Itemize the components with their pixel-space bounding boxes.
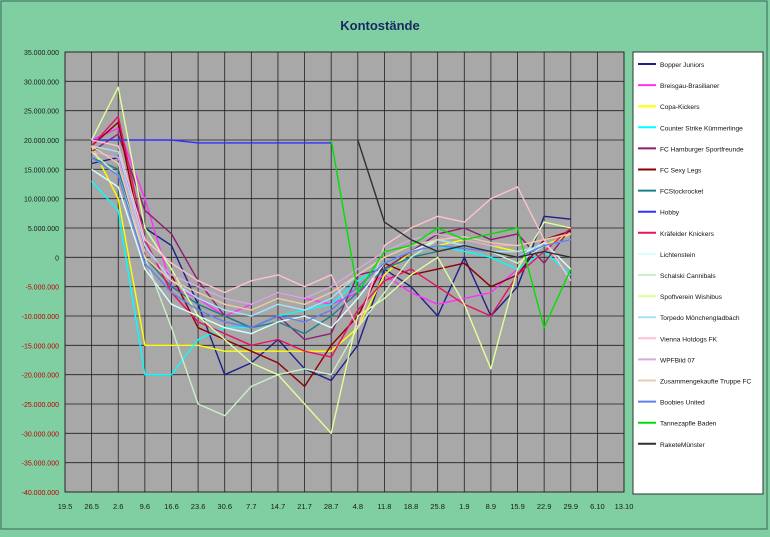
- legend-label: Kräfelder Knickers: [660, 231, 715, 238]
- y-tick-label: -30.000.000: [22, 431, 59, 438]
- x-tick-label: 1.9: [459, 502, 469, 511]
- y-tick-label: 10.000.000: [24, 197, 59, 204]
- x-tick-label: 4.8: [353, 502, 363, 511]
- legend-label: Bopper Juniors: [660, 62, 705, 69]
- y-tick-label: -5.000.000: [26, 285, 60, 292]
- axes: 35.000.000 30.000.000 25.000.000 20.000.000…: [22, 50, 634, 511]
- x-tick-label: 21.7: [297, 502, 312, 511]
- legend-label: FCStockrocket: [660, 189, 703, 196]
- plot-area: [64, 51, 625, 493]
- legend-label: Vienna Hotdogs FK: [660, 336, 718, 343]
- x-tick-label: 25.8: [430, 502, 445, 511]
- x-tick-label: 23.6: [191, 502, 206, 511]
- series-line-18: [357, 139, 571, 258]
- series-line-14: [91, 151, 571, 305]
- legend-label: FC Hamburger Sportfreunde: [660, 146, 744, 153]
- legend-label: Tannezapfle Baden: [660, 421, 717, 428]
- series-lines: [90, 86, 572, 434]
- y-tick-label: -15.000.000: [22, 343, 59, 350]
- x-tick-label: 11.8: [377, 502, 391, 511]
- legend-label: Copa-Kickers: [660, 104, 700, 111]
- legend-label: Torpedo Mönchengladbach: [660, 315, 740, 322]
- legend-label: FC Sexy Legs: [660, 168, 702, 175]
- series-line-4: [91, 133, 572, 341]
- x-tick-label: 8.9: [486, 502, 496, 511]
- x-tick-label: 13.10: [615, 502, 634, 511]
- x-tick-label: 6.10: [590, 502, 605, 511]
- x-tick-label: 9.6: [140, 502, 150, 511]
- x-tick-label: 15.9: [510, 502, 525, 511]
- y-tick-label: 15.000.000: [24, 167, 59, 174]
- legend-label: Hobby: [660, 210, 680, 217]
- y-tick-label: -40.000.000: [22, 490, 59, 497]
- x-tick-label: 7.7: [246, 502, 256, 511]
- series-line-7: [91, 139, 332, 144]
- y-tick-label: -10.000.000: [22, 314, 59, 321]
- legend: [632, 51, 764, 495]
- series-line-17: [330, 139, 572, 329]
- y-tick-label: 25.000.000: [24, 109, 59, 116]
- y-tick-label: 30.000.000: [24, 79, 59, 86]
- chart-title: Kontostände: [340, 18, 419, 33]
- legend-label: WPFBild 07: [660, 357, 695, 364]
- legend-label: Counter Strike Kümmerlinge: [660, 125, 743, 132]
- legend-label: Breisgau-Brasilianer: [660, 83, 720, 90]
- x-tick-label: 30.6: [217, 502, 232, 511]
- legend-label: Zusammengekaufte Truppe FC: [660, 379, 751, 386]
- legend-label: Schalski Cannibals: [660, 273, 716, 280]
- y-tick-label: 0: [55, 255, 59, 262]
- x-tick-label: 29.9: [563, 502, 578, 511]
- x-tick-label: 2.6: [113, 502, 123, 511]
- legend-label: RaketeMünster: [660, 442, 706, 449]
- x-tick-label: 26.5: [84, 502, 99, 511]
- x-tick-label: 18.8: [404, 502, 419, 511]
- x-tick-label: 16.6: [164, 502, 179, 511]
- series-line-11: [90, 86, 571, 434]
- y-tick-label: 20.000.000: [24, 138, 59, 145]
- y-tick-label: -20.000.000: [22, 373, 59, 380]
- y-tick-label: 35.000.000: [24, 50, 59, 57]
- legend-label: Lichtenstein: [660, 252, 696, 259]
- y-tick-label: 5.000.000: [28, 226, 59, 233]
- series-line-3: [91, 180, 572, 376]
- x-tick-label: 19.5: [58, 502, 73, 511]
- x-tick-label: 22.9: [537, 502, 552, 511]
- legend-label: Spoftverein Wishibus: [660, 294, 723, 301]
- y-tick-label: -25.000.000: [22, 402, 59, 409]
- legend-entries: Bopper Juniors Breisgau-Brasilianer Copa-K…: [638, 62, 751, 449]
- x-tick-label: 14.7: [271, 502, 286, 511]
- series-line-13: [91, 139, 572, 329]
- x-tick-label: 28.7: [324, 502, 339, 511]
- legend-label: Boobies United: [660, 400, 705, 407]
- y-tick-label: -35.000.000: [22, 461, 59, 468]
- series-line-15: [91, 145, 571, 311]
